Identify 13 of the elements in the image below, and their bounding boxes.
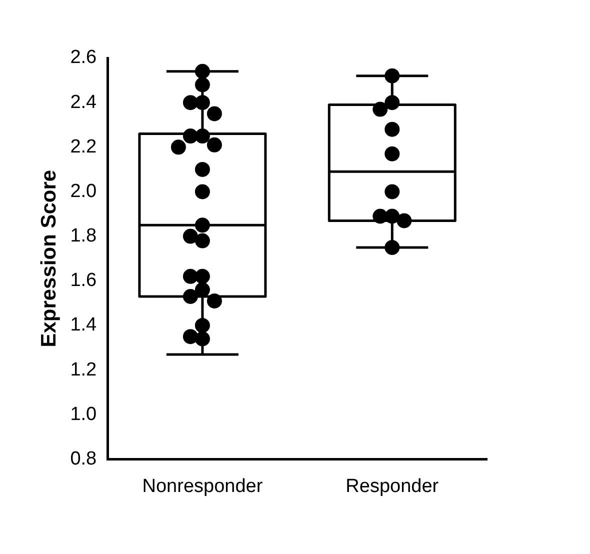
y-tick-label: 1.4 <box>70 314 98 336</box>
y-tick-label: 1.0 <box>70 404 97 425</box>
x-tick-label: Nonresponder <box>142 476 264 497</box>
y-tick-label: 1.2 <box>70 359 97 380</box>
y-axis-title: Expression Score <box>37 170 60 348</box>
y-tick-label: 1.8 <box>70 226 97 247</box>
y-tick-label: 1.6 <box>70 270 97 292</box>
y-tick-label: 0.8 <box>70 448 97 470</box>
y-tick-label: 2.2 <box>70 136 97 158</box>
y-tick-label: 2.6 <box>70 47 97 68</box>
x-tick-label: Responder <box>346 476 440 497</box>
y-tick-label: 2.0 <box>70 180 97 202</box>
y-tick-label: 2.4 <box>70 92 98 113</box>
